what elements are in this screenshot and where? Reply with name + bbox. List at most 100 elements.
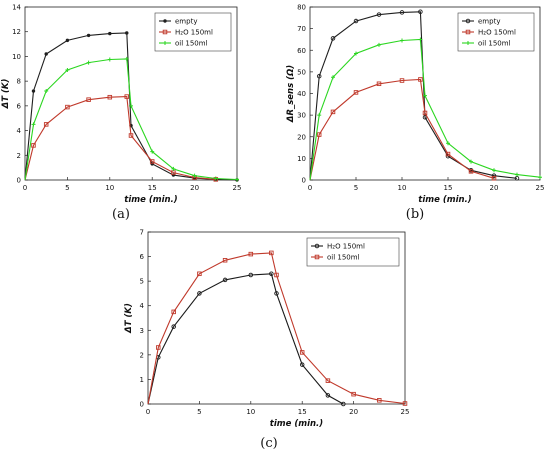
data-point: [86, 60, 91, 65]
data-point: [197, 271, 202, 277]
legend-label: empty: [478, 18, 500, 26]
data-point: [354, 51, 358, 56]
data-point: [316, 73, 322, 79]
data-point: [86, 33, 91, 38]
series-line: [309, 11, 518, 181]
data-point: [192, 173, 197, 178]
x-tick-label: 10: [398, 184, 407, 192]
data-point: [377, 398, 382, 403]
data-point: [376, 81, 382, 87]
legend-marker: [465, 29, 471, 35]
data-point: [44, 89, 49, 94]
legend-label: oil 150ml: [327, 254, 360, 262]
data-point: [299, 350, 305, 355]
data-point: [31, 89, 36, 93]
x-tick-label: 15: [148, 184, 157, 192]
data-point: [248, 272, 254, 278]
chart-3: 0 5 10 15 20 25 0 1 2 3 4 5 6 7 time (min.) ΔT (K) H₂O 1…: [124, 229, 409, 430]
data-point: [423, 93, 427, 98]
legend-label: empty: [175, 18, 197, 26]
y-tick-label: 50: [297, 68, 306, 76]
legend-box: [457, 12, 535, 52]
y-tick-label: 8: [17, 78, 21, 86]
data-point: [213, 176, 218, 181]
data-point: [86, 97, 91, 102]
x-axis-label: time (min.): [124, 195, 177, 205]
y-tick-label: 3: [140, 327, 144, 335]
data-point: [150, 149, 155, 154]
x-tick-label: 15: [298, 408, 307, 416]
x-tick-label: 25: [233, 184, 242, 192]
x-tick-label: 5: [65, 184, 69, 192]
x-tick-label: 0: [308, 184, 312, 192]
legend-label: H₂O 150ml: [327, 243, 365, 251]
y-tick-label: 80: [297, 4, 306, 12]
y-tick-label: 10: [297, 155, 306, 163]
legend-label: oil 150ml: [478, 40, 511, 48]
legend-label: oil 150ml: [175, 40, 208, 48]
plot-frame: [24, 6, 238, 181]
caption-b: (b): [405, 207, 425, 222]
data-point: [222, 258, 228, 263]
data-point: [44, 52, 48, 56]
y-tick-label: 7: [140, 229, 144, 237]
y-axis-label: ΔR_sens (Ω): [286, 65, 296, 123]
legend-marker: [162, 29, 168, 35]
data-point: [445, 151, 451, 157]
data-point: [418, 77, 423, 82]
data-point: [156, 345, 161, 350]
data-point: [197, 291, 202, 296]
data-point: [129, 103, 133, 108]
x-tick-label: 10: [105, 184, 114, 192]
y-tick-label: 2: [140, 351, 144, 359]
data-point: [43, 122, 49, 127]
data-point: [107, 57, 112, 62]
data-point: [269, 250, 274, 256]
x-tick-label: 20: [349, 408, 358, 416]
data-point: [399, 10, 405, 15]
series-line: [24, 96, 216, 181]
data-point: [149, 159, 155, 164]
data-point: [124, 56, 129, 61]
data-point: [65, 38, 70, 43]
y-tick-label: 60: [297, 47, 306, 55]
data-point: [330, 109, 336, 115]
y-tick-label: 0: [17, 177, 21, 185]
y-tick-label: 6: [140, 253, 145, 261]
data-point: [235, 177, 239, 182]
data-point: [353, 90, 359, 95]
data-point: [299, 362, 305, 367]
caption-a: (a): [112, 207, 130, 222]
x-tick-label: 0: [146, 408, 150, 416]
data-point: [492, 168, 496, 173]
data-point: [171, 324, 176, 329]
data-point: [351, 391, 356, 397]
data-point: [331, 75, 335, 80]
data-point: [402, 401, 408, 406]
data-point: [399, 78, 405, 83]
y-tick-label: 20: [297, 133, 306, 141]
data-point: [446, 141, 450, 146]
data-point: [400, 38, 404, 43]
chart-1: 0 5 10 15 20 25 0 2 4 6 8 10 12 14 time (min.) ΔT (K) em…: [1, 4, 241, 206]
data-point: [515, 172, 519, 177]
data-point: [317, 113, 322, 118]
y-tick-label: 12: [12, 28, 21, 36]
y-tick-label: 70: [297, 25, 306, 33]
data-point: [31, 122, 36, 127]
data-point: [128, 133, 134, 138]
legend-box: [306, 237, 400, 267]
x-tick-label: 5: [197, 408, 201, 416]
x-tick-label: 25: [536, 184, 545, 192]
x-axis-label: time (min.): [418, 195, 471, 205]
plot-frame: [147, 231, 406, 405]
data-point: [316, 132, 322, 137]
data-point: [65, 68, 70, 73]
data-point: [125, 31, 129, 35]
data-point: [31, 143, 36, 148]
legend-marker: [465, 18, 471, 24]
data-point: [325, 378, 331, 383]
series-line: [147, 252, 406, 405]
legend-marker: [314, 254, 320, 260]
